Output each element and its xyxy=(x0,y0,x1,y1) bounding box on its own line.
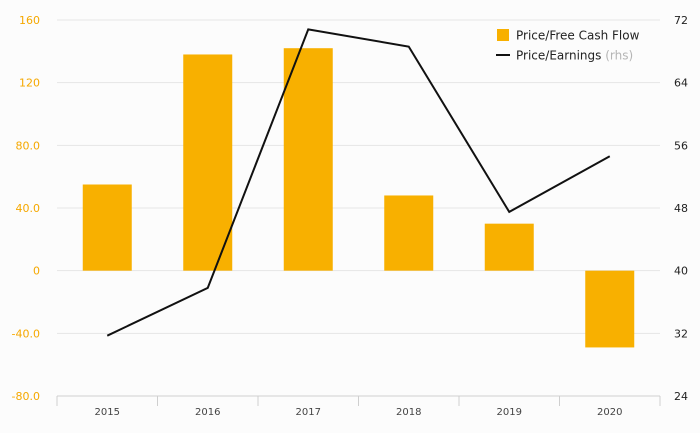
y-left-tick-label: 40.0 xyxy=(16,202,41,215)
y-axis-right: 72 64 56 48 40 32 24 xyxy=(674,14,688,403)
legend-bar-swatch xyxy=(497,29,509,41)
bar-2019 xyxy=(484,223,534,271)
legend-line-name: Price/Earnings xyxy=(516,49,601,63)
x-tick-label: 2015 xyxy=(95,407,120,418)
y-right-tick-label: 40 xyxy=(674,265,688,278)
y-right-tick-label: 32 xyxy=(674,327,688,340)
gridlines xyxy=(57,19,660,334)
y-left-tick-label: -80.0 xyxy=(12,390,40,403)
legend-line-note: (rhs) xyxy=(605,49,633,63)
y-right-tick-label: 64 xyxy=(674,77,688,90)
legend-line-label: Price/Earnings (rhs) xyxy=(516,49,633,63)
y-axis-left: 160 120 80.0 40.0 0 -40.0 -80.0 xyxy=(12,14,40,403)
y-left-tick-label: 160 xyxy=(19,14,40,27)
x-tick-label: 2018 xyxy=(396,407,421,418)
y-left-tick-label: 80.0 xyxy=(16,139,41,152)
x-axis: 2015 2016 2017 2018 2019 2020 xyxy=(56,395,661,418)
legend-bar-label: Price/Free Cash Flow xyxy=(516,29,640,43)
y-left-tick-label: 120 xyxy=(19,77,40,90)
x-tick-label: 2020 xyxy=(597,407,622,418)
y-left-tick-label: -40.0 xyxy=(12,327,40,340)
y-right-tick-label: 72 xyxy=(674,14,688,27)
y-left-tick-label: 0 xyxy=(33,265,40,278)
bar-2016 xyxy=(183,54,233,271)
bar-2018 xyxy=(384,195,434,271)
line-series xyxy=(106,28,611,337)
y-right-tick-label: 24 xyxy=(674,390,688,403)
bar-2020 xyxy=(585,270,635,348)
x-tick-label: 2019 xyxy=(497,407,522,418)
y-right-tick-label: 48 xyxy=(674,202,688,215)
y-right-tick-label: 56 xyxy=(674,139,688,152)
price-earnings-line xyxy=(106,28,611,337)
bar-2015 xyxy=(82,184,132,271)
legend: Price/Free Cash Flow Price/Earnings (rhs… xyxy=(496,29,640,63)
bar-2017 xyxy=(283,48,333,271)
bar-series xyxy=(82,48,635,348)
x-tick-label: 2016 xyxy=(195,407,220,418)
x-tick-label: 2017 xyxy=(296,407,321,418)
